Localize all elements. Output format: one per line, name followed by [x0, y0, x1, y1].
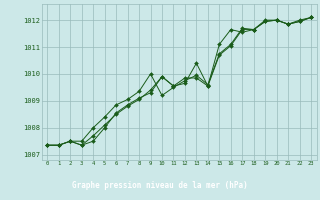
Text: Graphe pression niveau de la mer (hPa): Graphe pression niveau de la mer (hPa) — [72, 182, 248, 190]
